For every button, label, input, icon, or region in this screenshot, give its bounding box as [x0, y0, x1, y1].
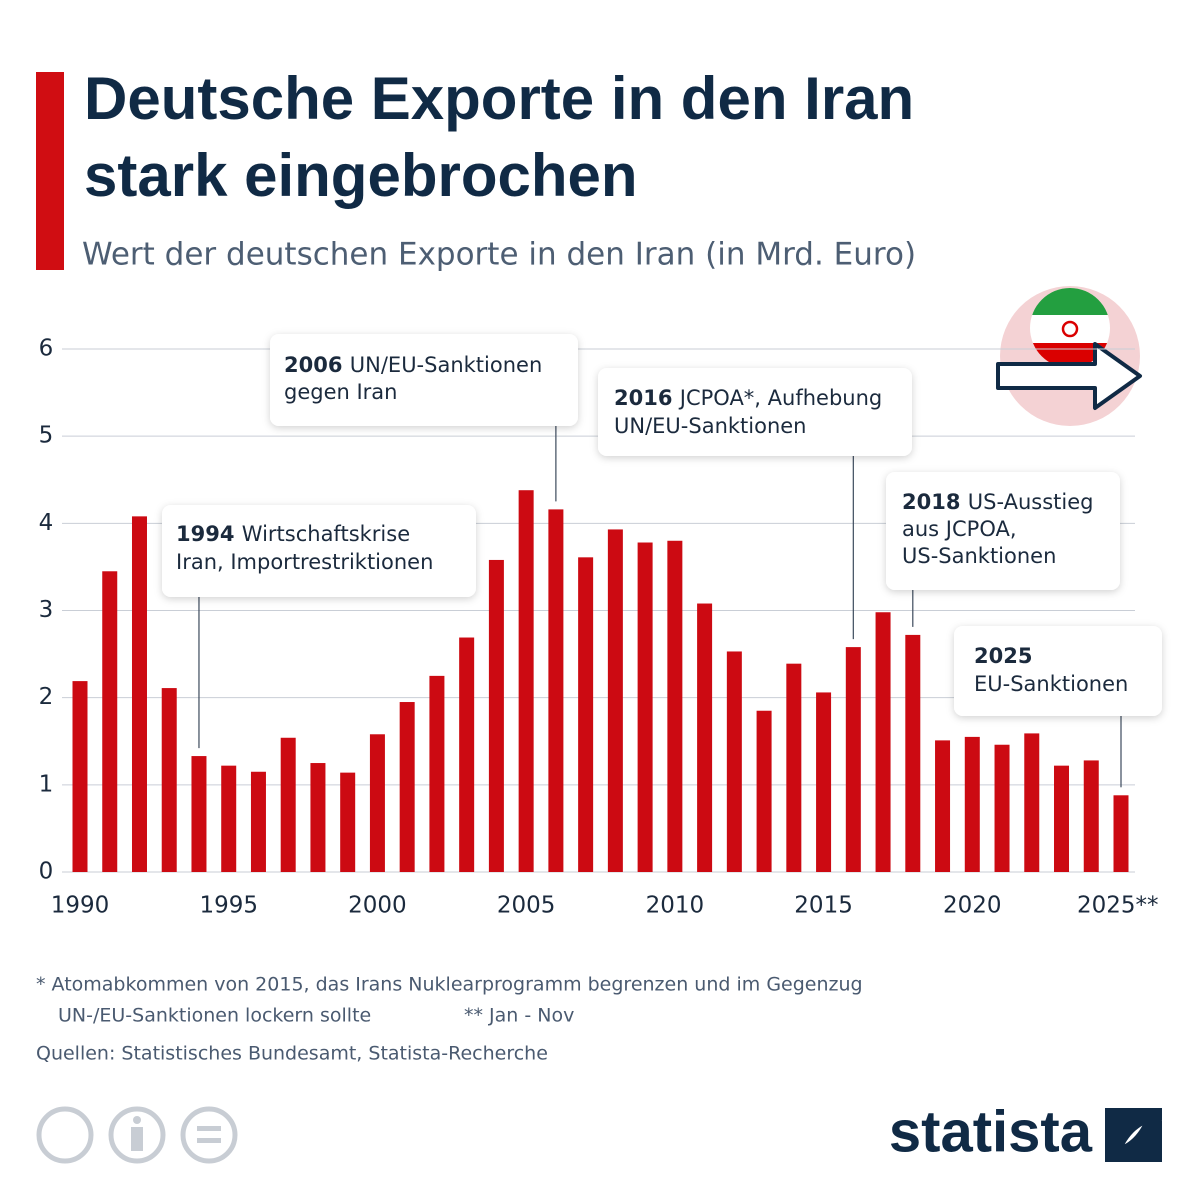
y-tick-label: 4: [39, 510, 54, 536]
bar: [667, 540, 683, 872]
footnote: ** Jan - Nov: [464, 1005, 574, 1027]
y-tick-label: 5: [39, 423, 54, 449]
bar: [280, 737, 296, 872]
brand-mark: [1105, 1108, 1162, 1162]
callout-year: 1994: [176, 522, 242, 546]
callout-text: 2025: [974, 644, 1032, 668]
callout-text: gegen Iran: [284, 380, 398, 404]
bar: [578, 557, 594, 872]
bar: [250, 771, 266, 872]
x-tick-label: 2005: [497, 893, 556, 919]
license-icons: [36, 1106, 238, 1164]
bar: [726, 651, 742, 872]
bar: [72, 681, 88, 872]
source: Quellen: Statistisches Bundesamt, Statis…: [36, 1043, 548, 1065]
bar: [1113, 795, 1129, 872]
bar: [340, 772, 356, 872]
callout-box: [162, 505, 476, 597]
callout-text: Iran, Importrestriktionen: [176, 550, 433, 574]
callout-line: gegen Iran: [284, 380, 398, 404]
callout-text: 2016 JCPOA*, Aufhebung: [614, 386, 882, 410]
callout-line: JCPOA*, Aufhebung: [678, 386, 882, 410]
accent-bar: [36, 72, 64, 270]
callout-text: 1994 Wirtschaftskrise: [176, 522, 410, 546]
bar: [369, 734, 385, 872]
callout-line: UN/EU-Sanktionen: [350, 353, 543, 377]
bar: [488, 559, 504, 872]
bar: [875, 612, 891, 872]
flag-icon: [996, 286, 1142, 426]
y-tick-label: 3: [39, 597, 54, 623]
bar: [429, 675, 445, 872]
chart-title: stark eingebrochen: [84, 142, 638, 209]
y-tick-label: 2: [39, 684, 54, 710]
bar: [697, 603, 713, 872]
callout-box: [954, 626, 1162, 716]
bar: [786, 663, 802, 872]
callout-text: aus JCPOA,: [902, 517, 1017, 541]
bar: [459, 637, 475, 872]
callout-year: 2006: [284, 353, 350, 377]
bar: [845, 647, 861, 872]
bar: [816, 692, 832, 872]
x-tick-label: 2025**: [1077, 893, 1159, 919]
callout-line: Wirtschaftskrise: [242, 522, 410, 546]
bar: [607, 529, 623, 872]
callout-text: 2006 UN/EU-Sanktionen: [284, 353, 542, 377]
y-tick-label: 6: [39, 336, 54, 362]
bar: [399, 702, 415, 872]
callout-text: EU-Sanktionen: [974, 672, 1128, 696]
x-tick-label: 2000: [348, 893, 407, 919]
x-tick-label: 1990: [51, 893, 110, 919]
x-tick-label: 2015: [794, 893, 853, 919]
bar: [161, 688, 177, 872]
callout-line: aus JCPOA,: [902, 517, 1017, 541]
x-tick-label: 1995: [199, 893, 258, 919]
bar: [905, 634, 921, 872]
callout-line: EU-Sanktionen: [974, 672, 1128, 696]
callout-text: UN/EU-Sanktionen: [614, 414, 807, 438]
bar: [964, 736, 980, 872]
callout-box: [270, 334, 578, 426]
callout-text: US-Sanktionen: [902, 544, 1056, 568]
bar: [191, 756, 207, 872]
y-tick-label: 0: [39, 859, 54, 885]
callout-year: 2018: [902, 490, 968, 514]
bar: [131, 516, 147, 872]
callout-line: US-Sanktionen: [902, 544, 1056, 568]
chart-title: Deutsche Exporte in den Iran: [84, 65, 914, 132]
bar: [102, 571, 118, 872]
bar: [637, 542, 653, 872]
bar: [518, 490, 534, 872]
x-tick-label: 2020: [943, 893, 1002, 919]
bar: [221, 765, 237, 872]
bar: [548, 509, 564, 872]
brand-logo: statista: [889, 1099, 1093, 1164]
footnote: UN-/EU-Sanktionen lockern sollte: [58, 1005, 371, 1027]
bar: [994, 744, 1010, 872]
callout-text: 2018 US-Ausstieg: [902, 490, 1093, 514]
callout-year: 2016: [614, 386, 680, 410]
bar: [310, 763, 326, 872]
bar: [756, 710, 772, 872]
callout-year: 2025: [974, 644, 1032, 668]
callout-line: UN/EU-Sanktionen: [614, 414, 807, 438]
chart-subtitle: Wert der deutschen Exporte in den Iran (…: [82, 237, 916, 273]
callout-box: [598, 368, 912, 456]
footnote: * Atomabkommen von 2015, das Irans Nukle…: [36, 974, 863, 996]
bar: [1024, 733, 1040, 872]
bar: [935, 740, 951, 872]
y-tick-label: 1: [39, 771, 54, 797]
x-tick-label: 2010: [646, 893, 705, 919]
callout-line: US-Ausstieg: [968, 490, 1094, 514]
callout-line: Iran, Importrestriktionen: [176, 550, 433, 574]
callout-box: [886, 472, 1120, 590]
bar: [1054, 765, 1070, 872]
bar: [1083, 760, 1099, 872]
